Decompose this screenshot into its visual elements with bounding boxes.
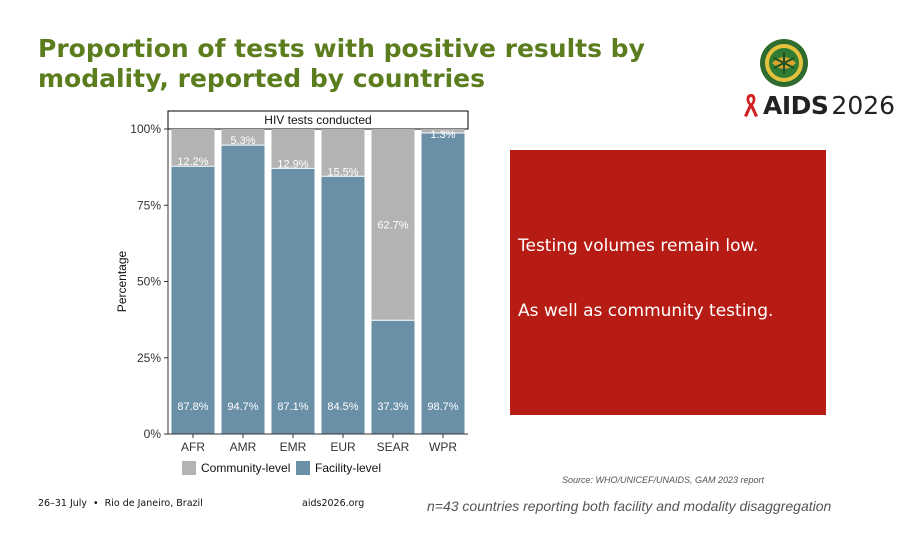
footer-separator: • (93, 498, 99, 509)
logo-year: 2026 (831, 90, 896, 120)
bar-community-sear (371, 129, 415, 321)
stacked-bar-chart: HIV tests conducted 0% 25% 50% 75% 100% Percen… (115, 110, 469, 475)
x-tick-label: SEAR (377, 440, 410, 454)
red-ribbon-icon (744, 94, 758, 117)
footer-location: Rio de Janeiro, Brazil (104, 498, 203, 509)
data-label-community: 5.3% (230, 135, 255, 147)
conference-emblem-icon (760, 39, 808, 87)
footer-url[interactable]: aids2026.org (302, 498, 365, 509)
callout-line-1: Testing volumes remain low. (518, 236, 759, 256)
plot-panel (168, 129, 468, 434)
data-label-community: 15.5% (327, 166, 358, 178)
data-label-facility: 94.7% (227, 401, 258, 413)
aids-2026-logo: AIDS 2026 (742, 88, 895, 122)
y-tick-label: 0% (144, 427, 162, 441)
bar-facility-amr (221, 145, 265, 434)
bar-facility-sear (371, 320, 415, 434)
footer-event-info: 26–31 July • Rio de Janeiro, Brazil (38, 498, 203, 509)
data-label-community: 12.2% (177, 156, 208, 168)
bar-community-eur (321, 129, 365, 177)
bar-community-emr (271, 129, 315, 169)
y-axis-title: Percentage (115, 250, 129, 312)
y-tick-label: 100% (130, 122, 161, 136)
legend-label-community: Community-level (201, 461, 290, 475)
x-tick-label: WPR (429, 440, 457, 454)
source-note: Source: WHO/UNICEF/UNAIDS, GAM 2023 repo… (562, 475, 765, 485)
facet-label: HIV tests conducted (264, 113, 371, 127)
sample-size-footnote: n=43 countries reporting both facility a… (427, 498, 832, 514)
data-label-facility: 98.7% (427, 401, 458, 413)
footer-dates: 26–31 July (38, 498, 88, 509)
data-label-facility: 87.8% (177, 401, 208, 413)
data-label-facility: 84.5% (327, 401, 358, 413)
legend-label-facility: Facility-level (315, 461, 381, 475)
key-message-callout: Testing volumes remain low. As well as c… (510, 150, 826, 415)
bar-community-afr (171, 129, 215, 167)
legend-swatch-facility (296, 461, 310, 475)
bar-facility-eur (321, 176, 365, 434)
bar-facility-emr (271, 168, 315, 434)
y-tick-label: 50% (137, 275, 161, 289)
data-label-facility: 37.3% (377, 401, 408, 413)
x-tick-label: AMR (230, 440, 257, 454)
callout-line-2: As well as community testing. (518, 301, 774, 321)
y-tick-label: 25% (137, 351, 161, 365)
slide-title: Proportion of tests with positive result… (38, 34, 645, 93)
bar-facility-wpr (421, 132, 465, 434)
legend-swatch-community (182, 461, 196, 475)
facet-strip (167, 110, 469, 130)
data-label-facility: 87.1% (277, 401, 308, 413)
bar-community-wpr (421, 129, 465, 133)
x-tick-label: AFR (181, 440, 205, 454)
data-label-community: 1.3% (430, 129, 455, 141)
x-tick-label: EMR (280, 440, 307, 454)
bar-facility-afr (171, 166, 215, 434)
logo-brand: AIDS (763, 90, 829, 120)
bar-community-amr (221, 129, 265, 146)
data-label-community: 12.9% (277, 158, 308, 170)
x-tick-label: EUR (330, 440, 356, 454)
y-tick-label: 75% (137, 198, 161, 212)
data-label-community: 62.7% (377, 220, 408, 232)
